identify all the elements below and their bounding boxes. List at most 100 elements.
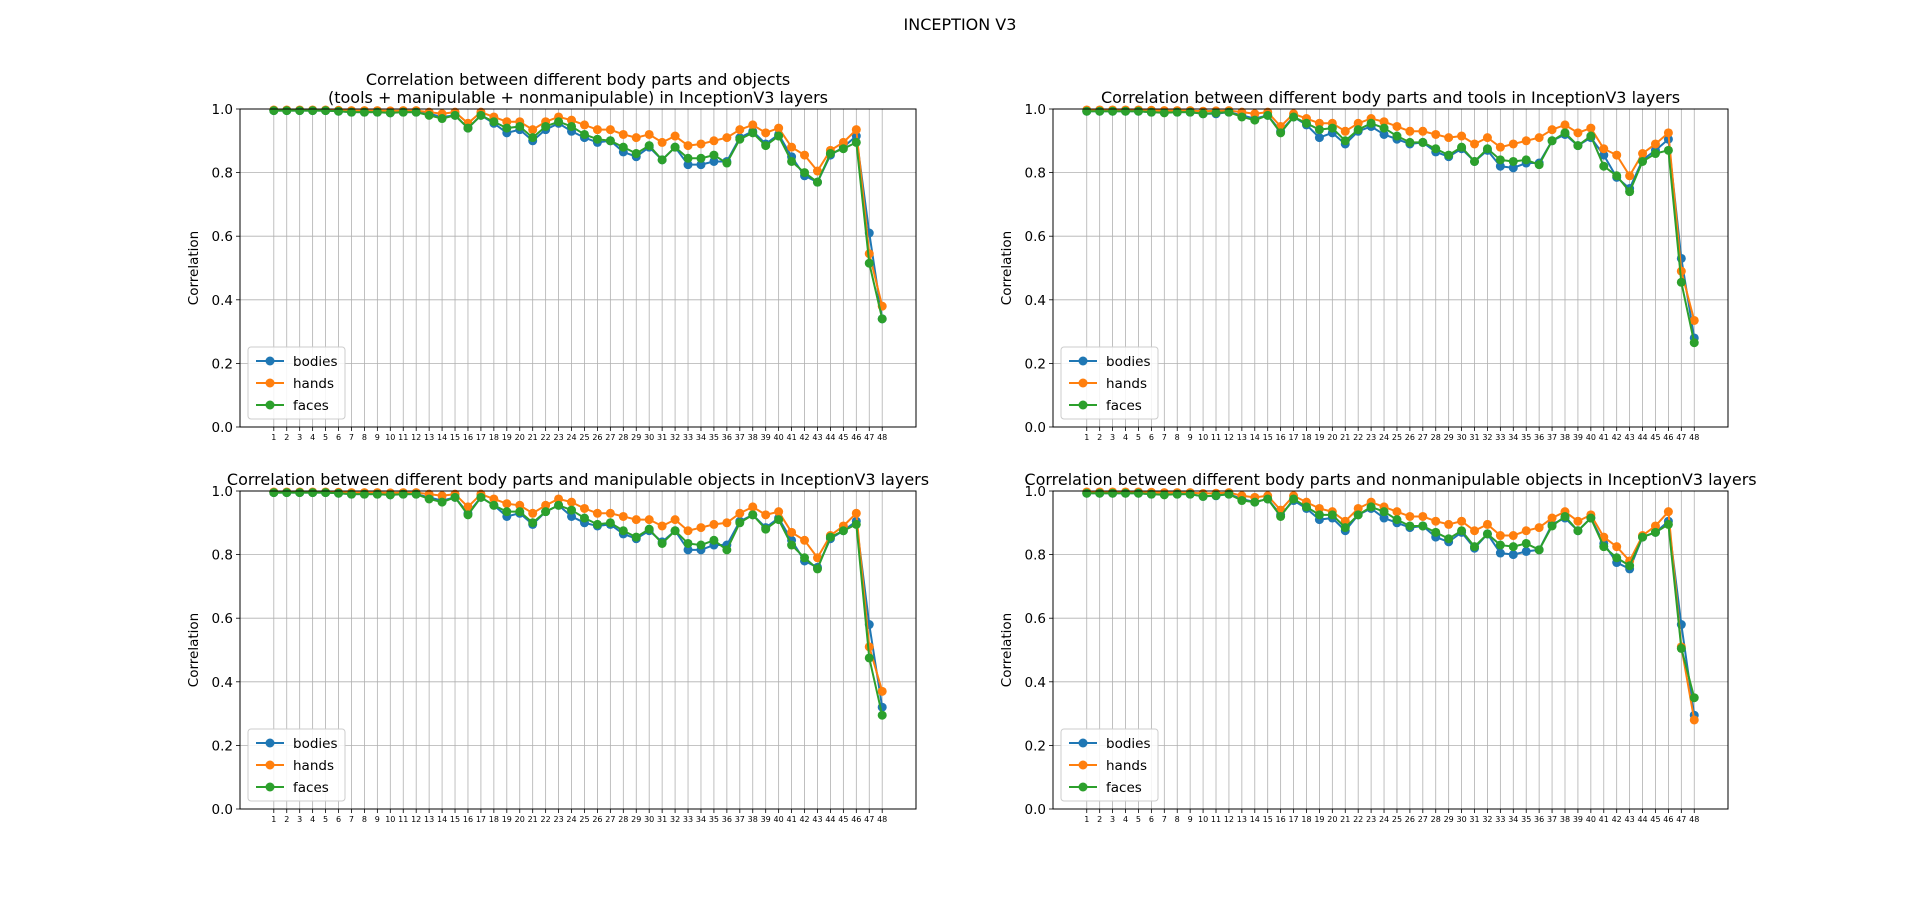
data-point-hands	[1650, 521, 1660, 531]
x-tick-label: 48	[877, 433, 887, 442]
data-point-faces	[812, 564, 822, 574]
data-point-faces	[1366, 118, 1376, 128]
x-tick-label: 30	[1456, 815, 1466, 824]
data-point-faces	[1418, 521, 1428, 531]
x-tick-label: 10	[385, 815, 395, 824]
data-point-faces	[1482, 144, 1492, 154]
data-point-hands	[1612, 542, 1622, 552]
data-point-faces	[1431, 527, 1441, 537]
data-point-faces	[1586, 513, 1596, 523]
data-point-faces	[346, 107, 356, 117]
x-tick-label: 35	[1521, 815, 1531, 824]
data-point-faces	[631, 532, 641, 542]
data-point-faces	[1689, 338, 1699, 348]
x-tick-label: 24	[566, 433, 576, 442]
data-point-hands	[1495, 142, 1505, 152]
legend-label-bodies: bodies	[293, 354, 338, 370]
x-tick-label: 45	[838, 433, 848, 442]
data-point-hands	[1340, 516, 1350, 526]
data-point-hands	[1431, 129, 1441, 139]
data-point-faces	[1599, 161, 1609, 171]
data-point-faces	[579, 513, 589, 523]
data-point-faces	[696, 153, 706, 163]
x-tick-label: 26	[592, 815, 602, 824]
x-tick-label: 25	[579, 433, 589, 442]
x-tick-label: 43	[1625, 433, 1635, 442]
data-point-faces	[1392, 515, 1402, 525]
x-tick-label: 42	[799, 815, 809, 824]
x-tick-label: 31	[657, 815, 667, 824]
x-tick-label: 27	[605, 433, 615, 442]
legend-marker-bodies	[1078, 738, 1088, 748]
data-point-hands	[683, 141, 693, 151]
data-point-hands	[774, 123, 784, 133]
x-tick-label: 45	[1650, 815, 1660, 824]
x-tick-label: 32	[1482, 433, 1492, 442]
x-tick-label: 18	[1301, 815, 1311, 824]
data-point-faces	[1314, 125, 1324, 135]
x-tick-label: 45	[838, 815, 848, 824]
data-point-bodies	[683, 160, 693, 170]
data-point-faces	[1159, 108, 1169, 118]
data-point-faces	[1224, 107, 1234, 117]
data-point-hands	[1612, 150, 1622, 160]
x-tick-label: 22	[1353, 433, 1363, 442]
x-tick-label: 36	[1534, 433, 1544, 442]
x-tick-label: 21	[1340, 815, 1350, 824]
x-tick-label: 20	[515, 815, 525, 824]
x-tick-label: 29	[631, 815, 641, 824]
x-tick-label: 5	[323, 433, 328, 442]
y-axis-label: Correlation	[999, 613, 1015, 687]
data-point-faces	[1276, 128, 1286, 138]
x-tick-label: 2	[1097, 815, 1102, 824]
data-point-faces	[463, 510, 473, 520]
x-tick-label: 9	[375, 433, 380, 442]
data-point-hands	[735, 125, 745, 135]
x-tick-label: 39	[761, 815, 771, 824]
data-point-faces	[761, 524, 771, 534]
x-tick-label: 30	[644, 815, 654, 824]
legend-label-faces: faces	[1106, 780, 1142, 796]
data-point-faces	[1108, 488, 1118, 498]
legend-box	[247, 728, 346, 802]
data-point-faces	[1211, 108, 1221, 118]
legend-label-bodies: bodies	[293, 736, 338, 752]
x-tick-label: 38	[748, 815, 758, 824]
data-point-hands	[437, 491, 447, 501]
x-tick-label: 46	[851, 433, 861, 442]
data-point-hands	[1340, 126, 1350, 136]
data-point-hands	[1353, 118, 1363, 128]
x-tick-label: 34	[1508, 815, 1518, 824]
data-point-faces	[567, 505, 577, 515]
data-point-faces	[1211, 490, 1221, 500]
data-point-hands	[657, 521, 667, 531]
data-point-faces	[605, 518, 615, 528]
data-point-faces	[1418, 137, 1428, 147]
data-point-bodies	[1314, 133, 1324, 143]
data-point-faces	[308, 106, 318, 116]
data-point-faces	[1560, 511, 1570, 521]
data-point-faces	[1108, 106, 1118, 116]
data-point-hands	[1521, 136, 1531, 146]
x-tick-label: 24	[566, 815, 576, 824]
data-point-faces	[398, 107, 408, 117]
data-point-hands	[1418, 511, 1428, 521]
legend-label-bodies: bodies	[1106, 354, 1151, 370]
x-tick-label: 17	[476, 433, 486, 442]
data-point-faces	[1172, 107, 1182, 117]
x-tick-label: 23	[1366, 815, 1376, 824]
y-axis-label: Correlation	[186, 231, 202, 305]
x-tick-label: 44	[1637, 815, 1647, 824]
data-point-hands	[683, 526, 693, 536]
legend: bodies hands faces	[1060, 728, 1159, 802]
legend-marker-bodies	[265, 738, 275, 748]
data-point-faces	[1392, 131, 1402, 141]
legend-marker-faces	[265, 400, 275, 410]
x-tick-label: 4	[1123, 433, 1128, 442]
data-point-faces	[385, 490, 395, 500]
x-tick-label: 45	[1650, 433, 1660, 442]
y-tick-label: 0.8	[212, 548, 233, 564]
x-tick-label: 23	[553, 815, 563, 824]
data-point-faces	[424, 110, 434, 120]
x-tick-label: 2	[1097, 433, 1102, 442]
